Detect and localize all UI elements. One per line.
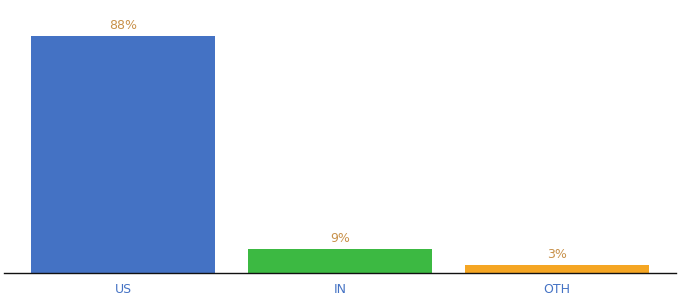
Text: 9%: 9% <box>330 232 350 245</box>
Text: 88%: 88% <box>109 20 137 32</box>
Text: 3%: 3% <box>547 248 566 261</box>
Bar <box>248 249 432 273</box>
Bar <box>464 265 649 273</box>
Bar <box>31 36 216 273</box>
